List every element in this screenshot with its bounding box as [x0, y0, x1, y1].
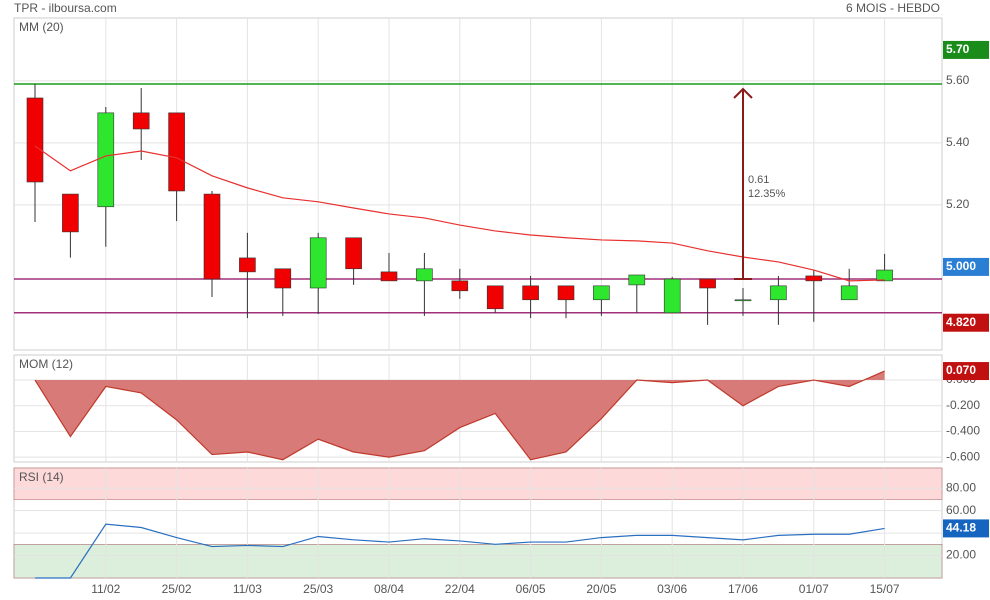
candle-body: [239, 257, 256, 273]
candle-body: [593, 285, 610, 301]
x-tick-label: 06/05: [516, 582, 546, 596]
price-tag-label: 44.18: [946, 521, 976, 535]
x-tick-label: 11/03: [233, 582, 262, 596]
candle-body: [203, 193, 221, 280]
y-tick-label: 80.00: [946, 480, 976, 494]
series-line: [35, 523, 885, 579]
candle-body: [840, 285, 858, 301]
candle-body: [274, 268, 292, 289]
panel-label: MOM (12): [19, 357, 73, 371]
price-tag: [943, 257, 989, 276]
candle-body: [734, 299, 752, 302]
y-tick-label: 20.00: [946, 548, 976, 562]
candle-body: [699, 278, 716, 289]
annotation-label: 12.35%: [748, 188, 786, 200]
panel-label: RSI (14): [19, 470, 64, 484]
candle-body: [557, 285, 575, 301]
price-tag: [943, 40, 989, 59]
y-tick-label: 5.60: [946, 73, 970, 87]
zone-band: [13, 544, 943, 579]
panel-label: MM (20): [19, 20, 64, 34]
candle-body: [522, 285, 539, 301]
candle-body: [628, 274, 646, 286]
x-tick-label: 11/02: [91, 582, 120, 596]
y-tick-label: 5.20: [946, 197, 970, 211]
candle-body: [62, 193, 79, 233]
arrow-head: [733, 87, 753, 99]
candle-body: [876, 269, 893, 282]
y-tick-label: -0.200: [946, 398, 980, 412]
candle-body: [380, 271, 398, 282]
candle-body: [486, 285, 504, 310]
candle-body: [309, 237, 327, 289]
price-tag: [943, 362, 989, 381]
period-label: 6 MOIS - HEBDO: [846, 1, 940, 15]
series-line: [34, 370, 885, 461]
annotation-label: 0.61: [748, 174, 769, 186]
x-tick-label: 22/04: [445, 582, 475, 596]
candle-body: [663, 278, 681, 314]
y-tick-label: 5.40: [946, 135, 970, 149]
zone-band: [13, 467, 943, 500]
source-label: TPR - ilboursa.com: [14, 1, 117, 15]
x-tick-label: 20/05: [586, 582, 616, 596]
x-tick-label: 08/04: [374, 582, 404, 596]
price-tag: [943, 313, 989, 332]
price-tag-label: 0.070: [946, 363, 976, 377]
candle-body: [451, 280, 469, 292]
x-tick-label: 03/06: [657, 582, 687, 596]
x-tick-label: 15/07: [870, 582, 900, 596]
x-tick-label: 17/06: [728, 582, 758, 596]
panel-frame: [13, 17, 943, 351]
x-tick-label: 25/03: [303, 582, 333, 596]
y-tick-label: 60.00: [946, 503, 976, 517]
x-tick-label: 01/07: [799, 582, 829, 596]
candle-body: [168, 112, 185, 192]
y-tick-label: -0.600: [946, 449, 980, 463]
price-tag-label: 5.000: [946, 259, 976, 273]
candle-body: [132, 112, 150, 130]
candle-body: [345, 237, 362, 270]
candle-body: [97, 112, 115, 208]
price-tag: [943, 519, 989, 538]
y-tick-label: -0.400: [946, 424, 980, 438]
candle-body: [26, 97, 44, 183]
x-tick-label: 25/02: [162, 582, 192, 596]
price-tag-label: 4.820: [946, 315, 976, 329]
price-tag-label: 5.70: [946, 42, 970, 56]
candle-body: [805, 275, 823, 282]
candle-body: [416, 268, 433, 282]
candle-body: [770, 285, 787, 301]
area-fill: [35, 371, 885, 460]
